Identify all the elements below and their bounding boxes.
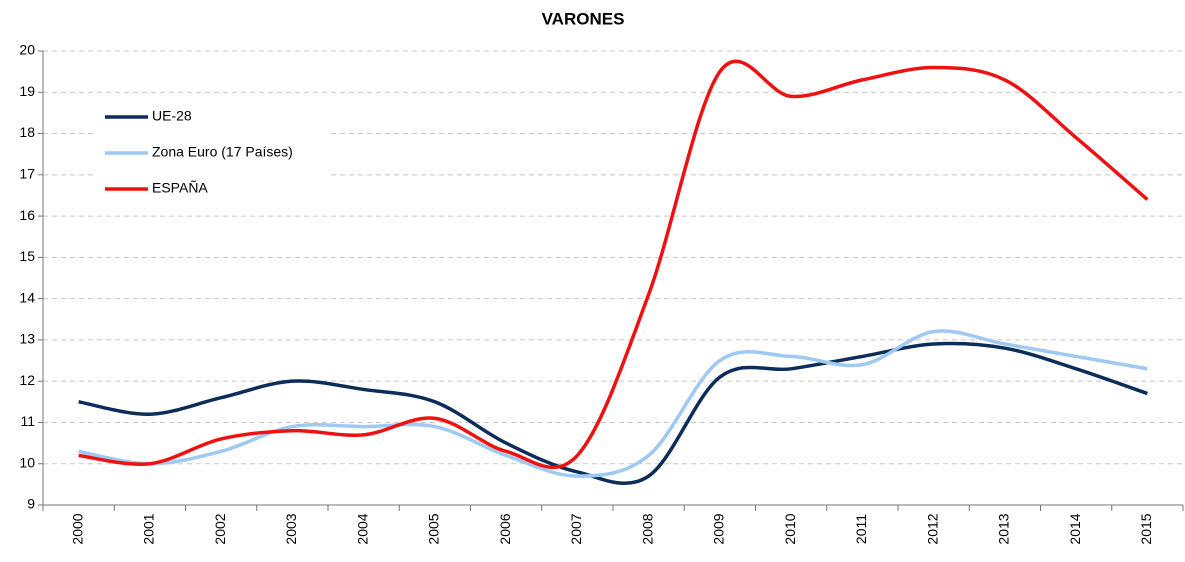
x-tick-label: 2006 (497, 513, 513, 544)
x-tick-label: 2003 (283, 513, 299, 544)
chart-title: VARONES (542, 9, 625, 28)
y-tick-label: 20 (19, 42, 35, 58)
x-tick-label: 2010 (782, 513, 798, 544)
y-tick-label: 16 (19, 207, 35, 223)
x-tick-label: 2008 (639, 513, 655, 544)
y-tick-label: 18 (19, 124, 35, 140)
y-tick-label: 11 (20, 413, 35, 429)
y-tick-label: 10 (19, 454, 35, 470)
x-tick-label: 2013 (996, 513, 1012, 544)
legend-label: UE-28 (152, 108, 192, 124)
legend: UE-28 Zona Euro (17 Países) ESPAÑA (95, 97, 330, 209)
x-tick-label: 2004 (354, 513, 370, 544)
x-tick-label: 2007 (568, 513, 584, 544)
x-tick-label: 2002 (212, 513, 228, 544)
legend-label: Zona Euro (17 Países) (152, 144, 293, 160)
x-tick-label: 2000 (69, 513, 85, 544)
series-line (78, 59, 1149, 470)
y-tick-label: 17 (19, 166, 35, 182)
y-tick-label: 9 (27, 496, 35, 512)
series-line (78, 329, 1148, 478)
series-line (78, 341, 1148, 486)
x-tick-label: 2014 (1067, 513, 1083, 544)
x-tick-label: 2001 (141, 513, 157, 544)
x-tick-label: 2015 (1138, 513, 1154, 544)
legend-label: ESPAÑA (152, 180, 208, 196)
x-tick-label: 2011 (853, 514, 869, 544)
y-tick-label: 19 (19, 83, 35, 99)
y-tick-label: 15 (19, 248, 35, 264)
y-tick-label: 13 (19, 331, 35, 347)
x-tick-label: 2005 (426, 513, 442, 544)
x-tick-label: 2009 (711, 513, 727, 544)
y-tick-label: 12 (19, 372, 35, 388)
x-tick-label: 2012 (924, 513, 940, 544)
y-tick-label: 14 (19, 289, 35, 305)
